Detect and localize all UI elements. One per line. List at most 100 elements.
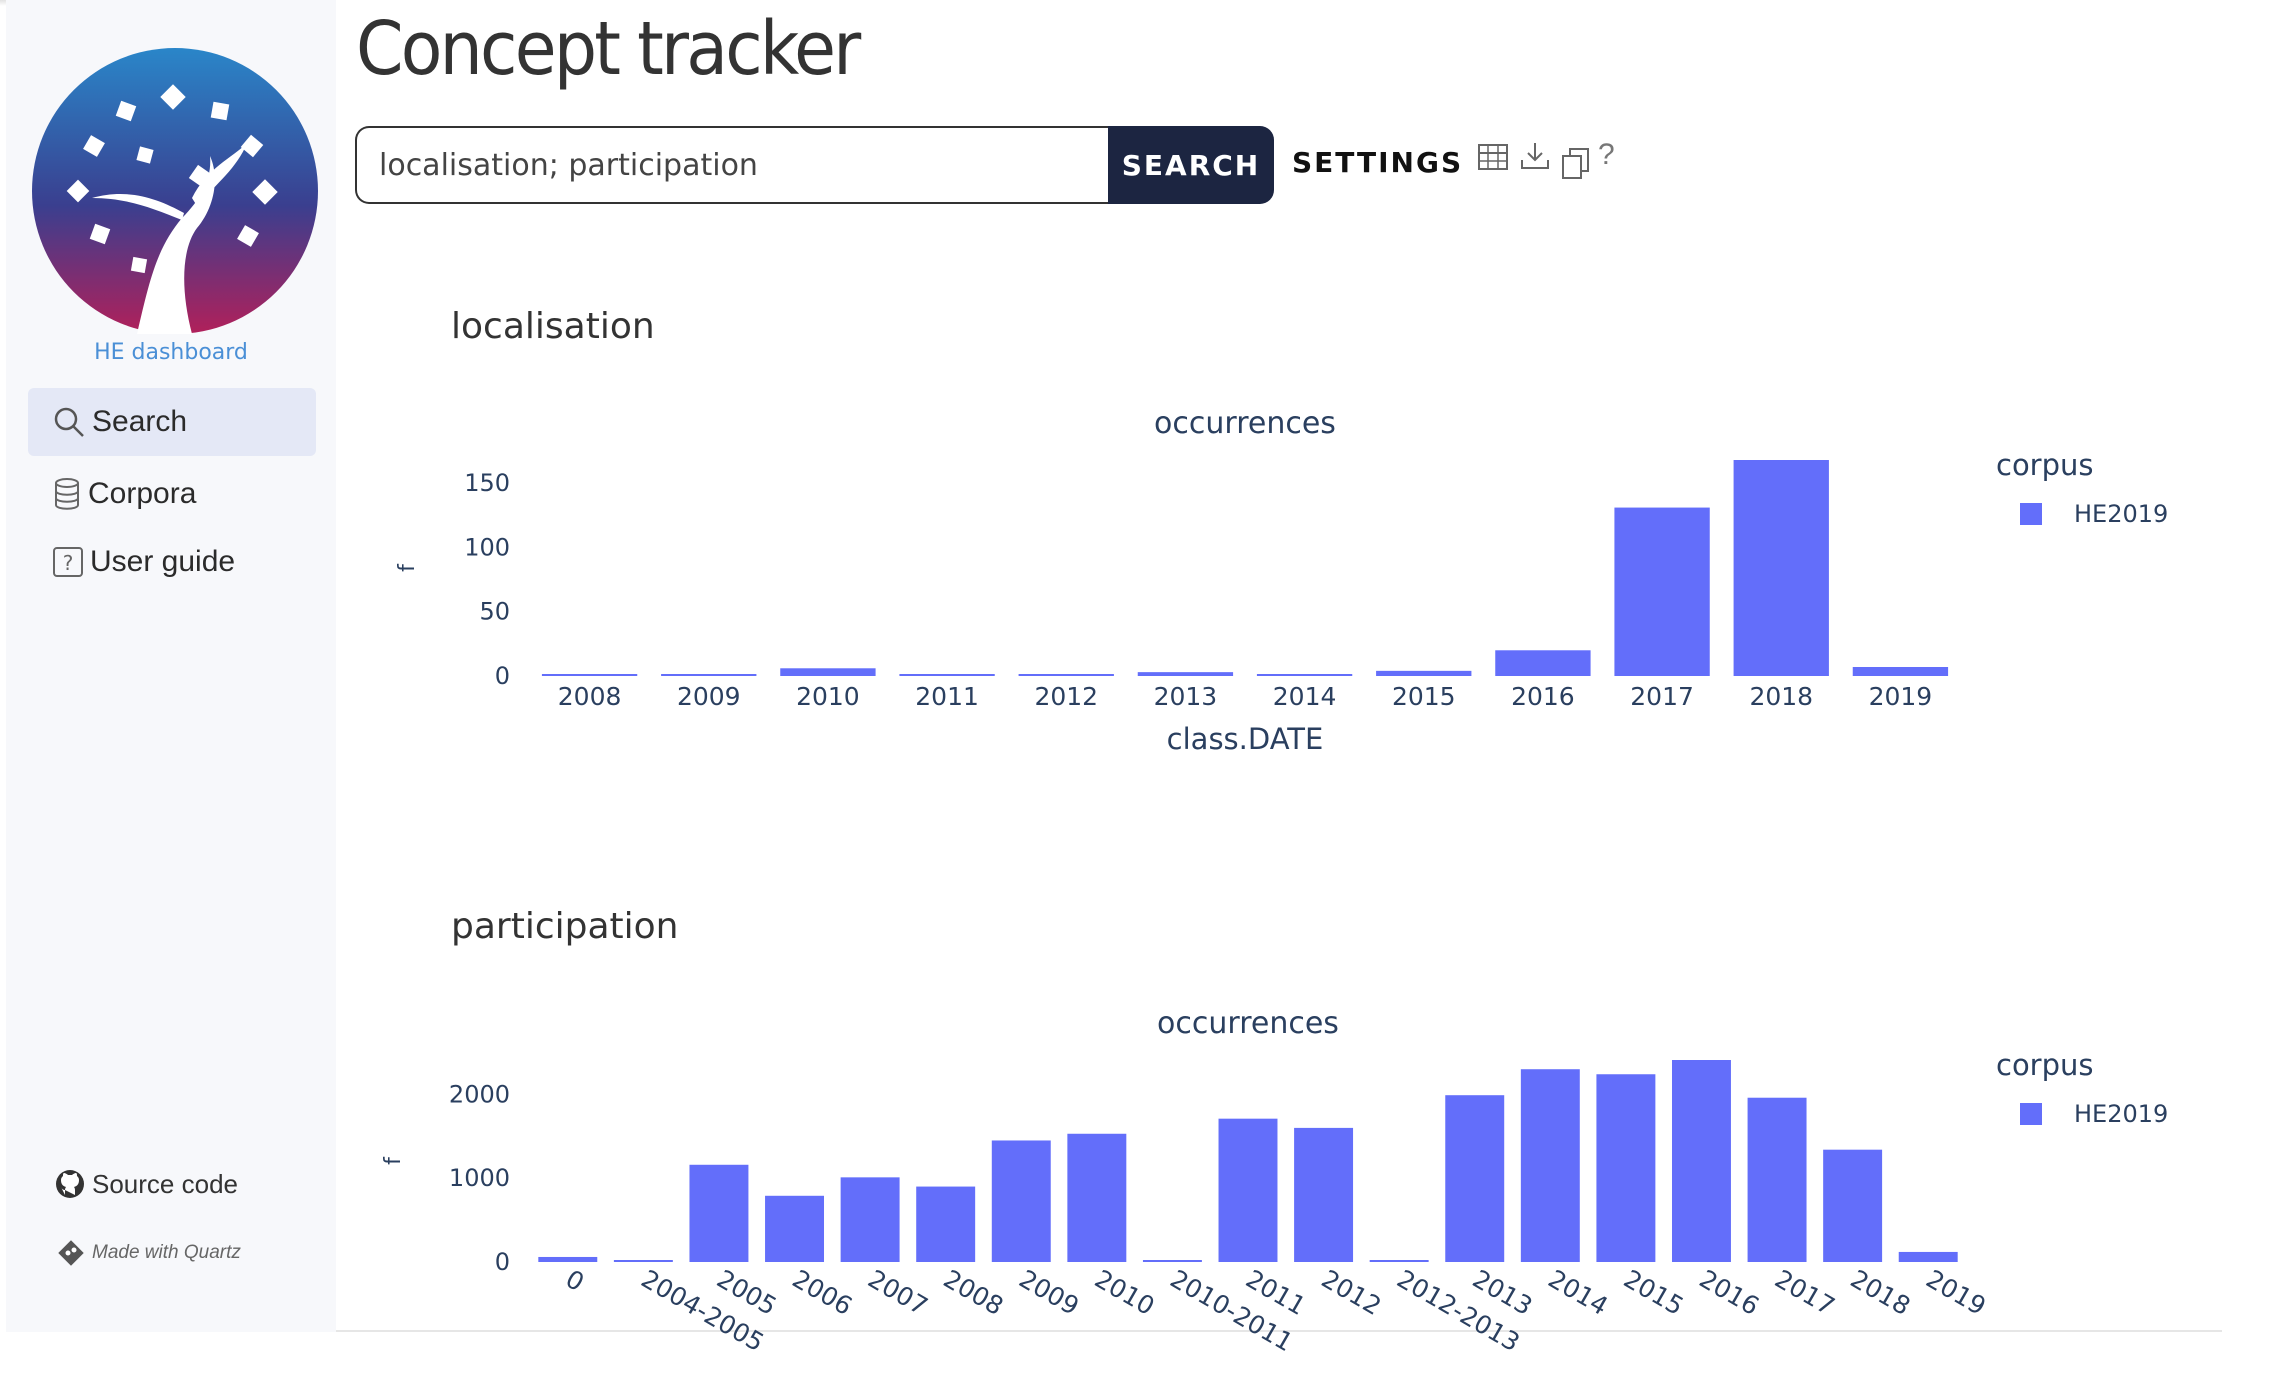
- source-code-link[interactable]: Source code: [54, 1168, 238, 1200]
- y-tick-label: 0: [495, 662, 510, 690]
- x-tick-label: 2006: [788, 1264, 858, 1321]
- y-tick-label: 0: [495, 1248, 510, 1276]
- database-icon: [55, 478, 79, 510]
- search-input[interactable]: [355, 126, 1115, 204]
- bar[interactable]: [1823, 1149, 1883, 1262]
- bar[interactable]: [991, 1140, 1051, 1262]
- bar[interactable]: [1614, 507, 1710, 676]
- copy-icon[interactable]: [1560, 146, 1592, 180]
- legend-swatch[interactable]: [2020, 1103, 2042, 1125]
- x-tick-label: 2018: [1846, 1264, 1916, 1321]
- bar[interactable]: [765, 1195, 825, 1262]
- sidebar-item-user-guide[interactable]: ? User guide: [28, 528, 316, 596]
- quartz-icon: [58, 1240, 84, 1266]
- bar[interactable]: [1520, 1069, 1580, 1262]
- x-tick-label: 2018: [1749, 682, 1813, 711]
- x-tick-label: 0: [561, 1264, 589, 1297]
- x-tick-label: 2019: [1869, 682, 1933, 711]
- y-tick-label: 1000: [449, 1164, 510, 1192]
- bar[interactable]: [538, 1256, 598, 1262]
- bar[interactable]: [613, 1260, 673, 1262]
- localisation-chart[interactable]: occurrences f 0 50 100 150 2008 2009 2010 2011 201…: [380, 390, 2200, 790]
- x-tick-label: 2008: [558, 682, 622, 711]
- bar[interactable]: [1376, 670, 1472, 676]
- x-tick-label: 2015: [1619, 1264, 1689, 1321]
- y-axis-label: f: [381, 1156, 406, 1165]
- legend-title: corpus: [1996, 1048, 2094, 1082]
- made-with-quartz-link[interactable]: Made with Quartz: [56, 1238, 241, 1268]
- bar[interactable]: [1018, 674, 1114, 676]
- x-tick-label: 2016: [1511, 682, 1575, 711]
- settings-button[interactable]: SETTINGS: [1292, 146, 1464, 179]
- tree-logo-icon[interactable]: [32, 48, 318, 334]
- legend-entry[interactable]: HE2019: [2074, 500, 2168, 528]
- y-axis-label: f: [395, 563, 420, 572]
- search-icon: [54, 407, 84, 437]
- y-tick-label: 2000: [449, 1080, 510, 1108]
- chart-title: occurrences: [1157, 1006, 1339, 1041]
- bar[interactable]: [1671, 1060, 1731, 1262]
- x-tick-label: 2010: [796, 682, 860, 711]
- bar[interactable]: [1747, 1097, 1807, 1262]
- bar[interactable]: [1596, 1074, 1656, 1262]
- bar[interactable]: [1733, 460, 1829, 676]
- help-icon[interactable]: ?: [1598, 138, 1615, 171]
- brand-name[interactable]: HE dashboard: [94, 340, 248, 365]
- search-button[interactable]: SEARCH: [1108, 126, 1274, 204]
- x-tick-label: 2017: [1630, 682, 1694, 711]
- y-tick-label: 50: [479, 598, 510, 626]
- bar[interactable]: [916, 1186, 976, 1262]
- legend-entry[interactable]: HE2019: [2074, 1100, 2168, 1128]
- y-tick-label: 150: [464, 469, 510, 497]
- bar[interactable]: [689, 1164, 749, 1262]
- table-icon[interactable]: [1476, 140, 1510, 174]
- svg-text:?: ?: [63, 551, 74, 575]
- x-tick-label: 2009: [1014, 1264, 1084, 1321]
- bar[interactable]: [899, 674, 995, 676]
- x-tick-label: 2015: [1392, 682, 1456, 711]
- x-tick-label: 2017: [1770, 1264, 1840, 1321]
- source-code-label: Source code: [92, 1168, 238, 1199]
- x-tick-label: 2019: [1921, 1264, 1991, 1321]
- section-title-participation: participation: [451, 906, 679, 947]
- help-box-icon: ?: [53, 547, 83, 577]
- bar[interactable]: [1142, 1260, 1202, 1262]
- x-tick-label: 2007: [863, 1264, 933, 1321]
- bar[interactable]: [1294, 1127, 1354, 1262]
- bar[interactable]: [1137, 672, 1234, 676]
- legend-swatch[interactable]: [2020, 503, 2042, 525]
- github-icon: [56, 1170, 84, 1198]
- bar[interactable]: [1445, 1095, 1505, 1262]
- page-title: Concept tracker: [356, 6, 861, 92]
- x-tick-label: 2008: [939, 1264, 1009, 1321]
- bar[interactable]: [661, 674, 757, 676]
- bar[interactable]: [1256, 674, 1353, 676]
- sidebar: HE dashboard Search Corpora ? User guide…: [6, 0, 336, 1332]
- sidebar-item-search[interactable]: Search: [28, 388, 316, 456]
- x-tick-label: 2014: [1273, 682, 1337, 711]
- bar[interactable]: [1898, 1251, 1958, 1262]
- bar[interactable]: [541, 674, 638, 676]
- section-title-localisation: localisation: [451, 306, 655, 347]
- x-axis-label: class.DATE: [1167, 722, 1324, 756]
- sidebar-item-corpora[interactable]: Corpora: [28, 460, 316, 528]
- x-tick-label: 2012: [1317, 1264, 1387, 1321]
- download-icon[interactable]: [1518, 140, 1552, 174]
- bar[interactable]: [840, 1177, 900, 1262]
- sidebar-item-label: User guide: [90, 545, 236, 578]
- chart-title: occurrences: [1154, 406, 1336, 441]
- bar[interactable]: [1852, 667, 1949, 676]
- legend-title: corpus: [1996, 448, 2094, 482]
- bar[interactable]: [1369, 1260, 1429, 1262]
- bar[interactable]: [1067, 1133, 1127, 1262]
- x-tick-label: 2012: [1034, 682, 1098, 711]
- x-tick-label: 2010: [1090, 1264, 1160, 1321]
- bar[interactable]: [780, 668, 876, 676]
- x-tick-label: 2009: [677, 682, 741, 711]
- x-tick-label: 2013: [1154, 682, 1218, 711]
- bar[interactable]: [1495, 650, 1591, 676]
- x-tick-label: 2016: [1694, 1264, 1764, 1321]
- bar[interactable]: [1218, 1118, 1278, 1262]
- x-tick-label: 2011: [915, 682, 979, 711]
